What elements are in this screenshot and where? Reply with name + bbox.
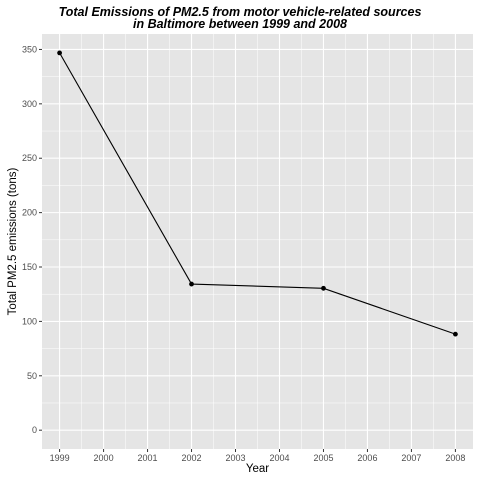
y-axis-ticks: 0 50 100 150 200 250 300 350 [22,44,42,435]
emissions-line [59,52,456,335]
x-tick-label: 2000 [94,453,114,463]
x-tick-label: 2008 [445,453,465,463]
y-tick-label: 300 [22,99,37,109]
data-points [57,50,458,337]
x-tick-label: 2001 [138,453,158,463]
x-axis-label: Year [246,463,269,475]
x-tick-label: 1999 [50,453,70,463]
y-tick-label: 50 [27,371,37,381]
data-point [57,50,62,56]
chart-title-line-2: in Baltimore between 1999 and 2008 [133,17,347,31]
x-tick-label: 2002 [182,453,202,463]
y-tick-label: 100 [22,316,37,326]
x-tick-label: 2006 [357,453,377,463]
x-tick-label: 2003 [225,453,245,463]
data-point [189,281,194,287]
y-tick-label: 200 [22,208,37,218]
y-axis-label: Total PM2.5 emissions (tons) [7,168,19,316]
y-tick-label: 250 [22,153,37,163]
data-point [453,331,458,337]
x-tick-label: 2007 [401,453,421,463]
x-tick-label: 2004 [269,453,289,463]
y-tick-label: 150 [22,262,37,272]
x-tick-label: 2005 [313,453,333,463]
major-gridlines [42,34,473,449]
y-tick-label: 0 [32,425,37,435]
y-tick-label: 350 [22,44,37,54]
minor-gridlines [42,34,473,449]
x-axis-ticks: 1999 2000 2001 2002 2003 2004 2005 2006 2007 2008 [50,449,465,463]
data-point [321,285,326,291]
chart-title-line-1: Total Emissions of PM2.5 from motor vehi… [58,5,422,19]
